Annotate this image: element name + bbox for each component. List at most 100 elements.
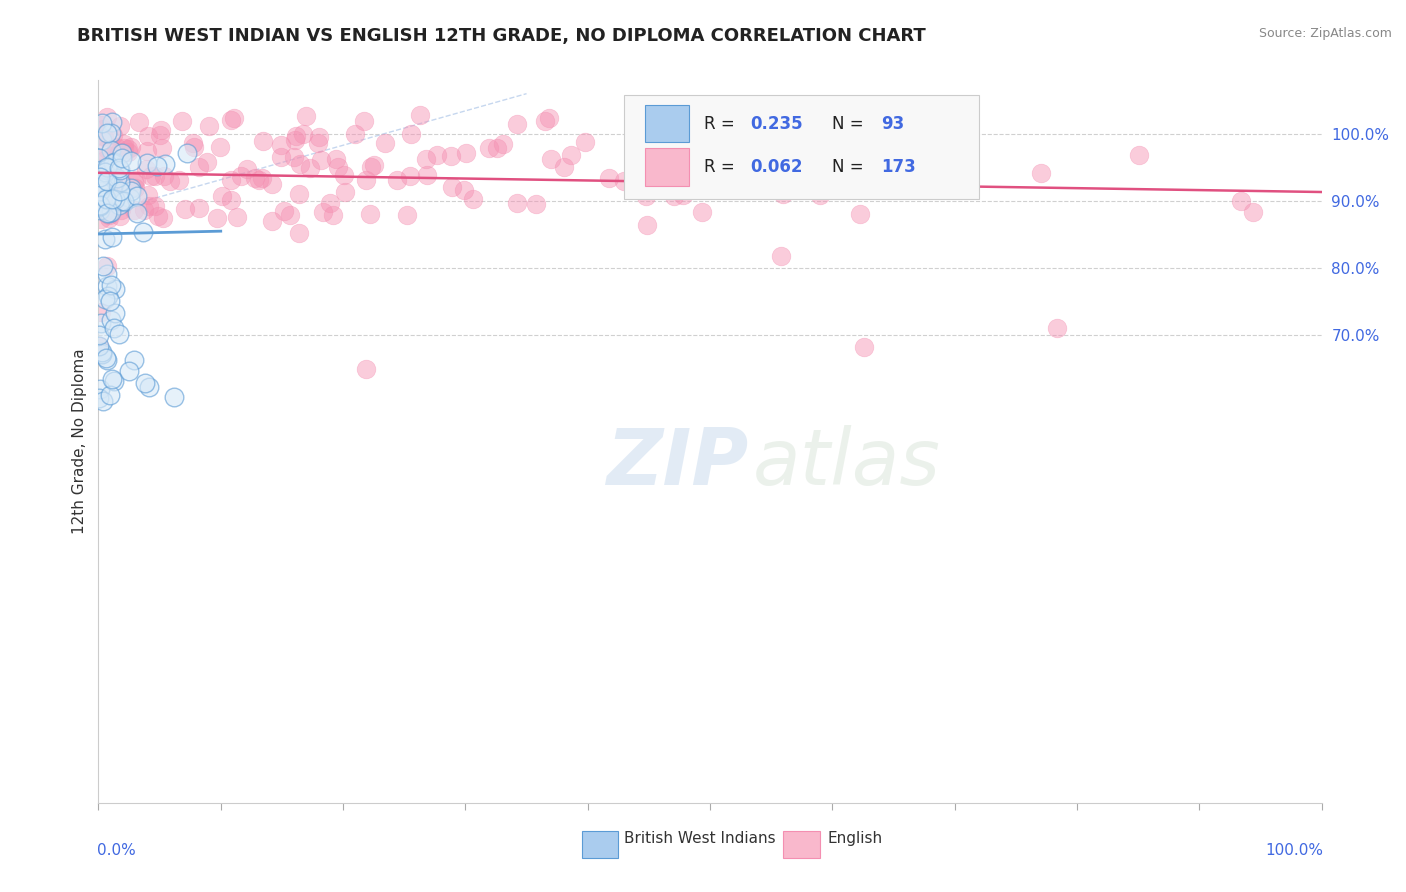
Point <box>167 173 190 187</box>
Point <box>117 145 139 160</box>
Point <box>96 352 118 367</box>
Text: British West Indians: British West Indians <box>624 831 776 847</box>
Point <box>262 214 284 228</box>
Point <box>745 146 768 161</box>
Point <box>94 196 117 211</box>
Point <box>111 151 134 165</box>
Point <box>506 117 529 131</box>
Point <box>138 380 160 394</box>
Y-axis label: 12th Grade, No Diploma: 12th Grade, No Diploma <box>72 349 87 534</box>
Point <box>359 207 381 221</box>
Point <box>122 353 145 368</box>
Point <box>87 391 110 405</box>
Point <box>690 181 713 195</box>
Point <box>120 140 142 154</box>
Point <box>91 260 114 274</box>
Point <box>207 211 229 226</box>
Point <box>97 167 120 181</box>
Point <box>727 157 749 171</box>
Point <box>103 320 125 334</box>
Point <box>318 196 340 211</box>
Point <box>669 138 692 153</box>
Point <box>354 361 377 376</box>
Point <box>197 119 219 133</box>
Point <box>292 127 315 141</box>
Text: 0.235: 0.235 <box>751 115 803 133</box>
Point <box>104 306 127 320</box>
Point <box>574 136 596 150</box>
Point <box>1230 194 1253 209</box>
Point <box>96 126 118 140</box>
Point <box>108 163 131 178</box>
Point <box>89 169 111 184</box>
Point <box>96 278 118 293</box>
Point <box>176 146 198 161</box>
Point <box>152 211 174 226</box>
Point <box>409 108 432 122</box>
Point <box>96 259 118 273</box>
Text: N =: N = <box>832 158 869 176</box>
Point <box>100 144 122 158</box>
Text: 0.0%: 0.0% <box>97 843 136 857</box>
Point <box>93 292 115 306</box>
FancyBboxPatch shape <box>624 95 979 200</box>
Point <box>134 376 156 391</box>
Point <box>284 133 307 147</box>
Point <box>120 181 142 195</box>
Point <box>211 189 233 203</box>
Point <box>690 205 713 219</box>
Point <box>219 193 242 207</box>
Point <box>100 126 122 140</box>
Point <box>692 178 714 193</box>
Point <box>136 188 159 202</box>
Point <box>360 160 382 174</box>
Point <box>353 114 375 128</box>
Point <box>101 179 124 194</box>
Point <box>1128 148 1150 162</box>
Text: N =: N = <box>832 115 869 133</box>
Point <box>98 294 121 309</box>
Point <box>124 181 146 195</box>
Point <box>97 161 120 176</box>
Point <box>150 141 173 155</box>
Point <box>96 267 118 281</box>
Point <box>149 128 172 142</box>
Point <box>143 169 166 184</box>
Point <box>90 211 112 226</box>
Point <box>250 170 273 185</box>
Point <box>90 179 112 194</box>
Point <box>260 177 283 191</box>
Point <box>540 153 562 167</box>
Point <box>152 169 174 184</box>
Point <box>385 173 408 187</box>
Point <box>598 170 620 185</box>
Point <box>91 153 114 168</box>
Point <box>112 194 135 208</box>
Point <box>118 364 141 378</box>
Point <box>790 140 813 154</box>
Point <box>187 160 209 174</box>
Point <box>155 157 177 171</box>
Point <box>127 205 149 219</box>
Point <box>93 173 115 187</box>
Point <box>188 201 211 215</box>
Point <box>98 161 121 175</box>
FancyBboxPatch shape <box>783 831 820 858</box>
Point <box>270 137 292 152</box>
Point <box>103 192 125 206</box>
Point <box>108 145 131 159</box>
Point <box>278 208 301 222</box>
Point <box>163 390 186 404</box>
Text: R =: R = <box>704 158 740 176</box>
Point <box>751 181 773 195</box>
Point <box>100 278 122 293</box>
Point <box>270 150 292 164</box>
Point <box>769 249 792 263</box>
Point <box>492 136 515 151</box>
Point <box>87 165 110 179</box>
Point <box>124 203 146 218</box>
Point <box>120 184 142 198</box>
Point <box>89 197 111 211</box>
Point <box>553 160 575 174</box>
Point <box>454 146 477 161</box>
